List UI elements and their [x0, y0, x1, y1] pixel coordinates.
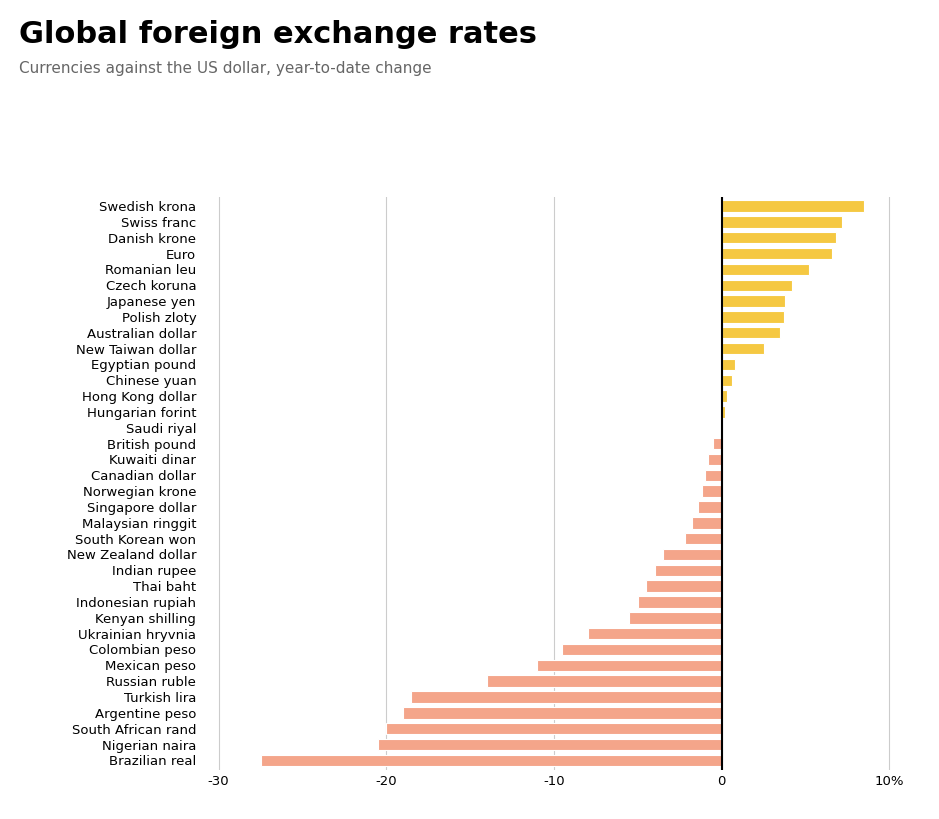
Bar	[487, 676, 722, 687]
Bar	[705, 469, 722, 481]
Bar	[638, 596, 722, 608]
Bar	[260, 754, 722, 766]
Bar	[562, 644, 722, 655]
Text: Currencies against the US dollar, year-to-date change: Currencies against the US dollar, year-t…	[19, 61, 431, 76]
Bar	[411, 691, 722, 703]
Bar	[722, 201, 864, 212]
Bar	[701, 486, 722, 497]
Bar	[588, 628, 722, 640]
Bar	[685, 533, 722, 545]
Bar	[403, 707, 722, 718]
Bar	[722, 343, 763, 355]
Bar	[722, 311, 784, 323]
Bar	[722, 264, 808, 275]
Bar	[722, 216, 842, 228]
Bar	[386, 723, 722, 735]
Bar	[722, 327, 780, 338]
Bar	[722, 406, 725, 418]
Bar	[722, 374, 731, 386]
Bar	[722, 296, 785, 307]
Bar	[722, 232, 836, 243]
Bar	[714, 438, 722, 450]
Text: Global foreign exchange rates: Global foreign exchange rates	[19, 20, 537, 49]
Bar	[629, 612, 722, 623]
Bar	[708, 454, 722, 465]
Bar	[646, 581, 722, 592]
Bar	[377, 739, 722, 750]
Bar	[722, 391, 727, 402]
Bar	[691, 517, 722, 528]
Bar	[722, 279, 793, 291]
Bar	[722, 359, 735, 370]
Bar	[537, 659, 722, 671]
Bar	[663, 549, 722, 560]
Bar	[699, 501, 722, 513]
Bar	[654, 564, 722, 576]
Bar	[722, 248, 832, 260]
